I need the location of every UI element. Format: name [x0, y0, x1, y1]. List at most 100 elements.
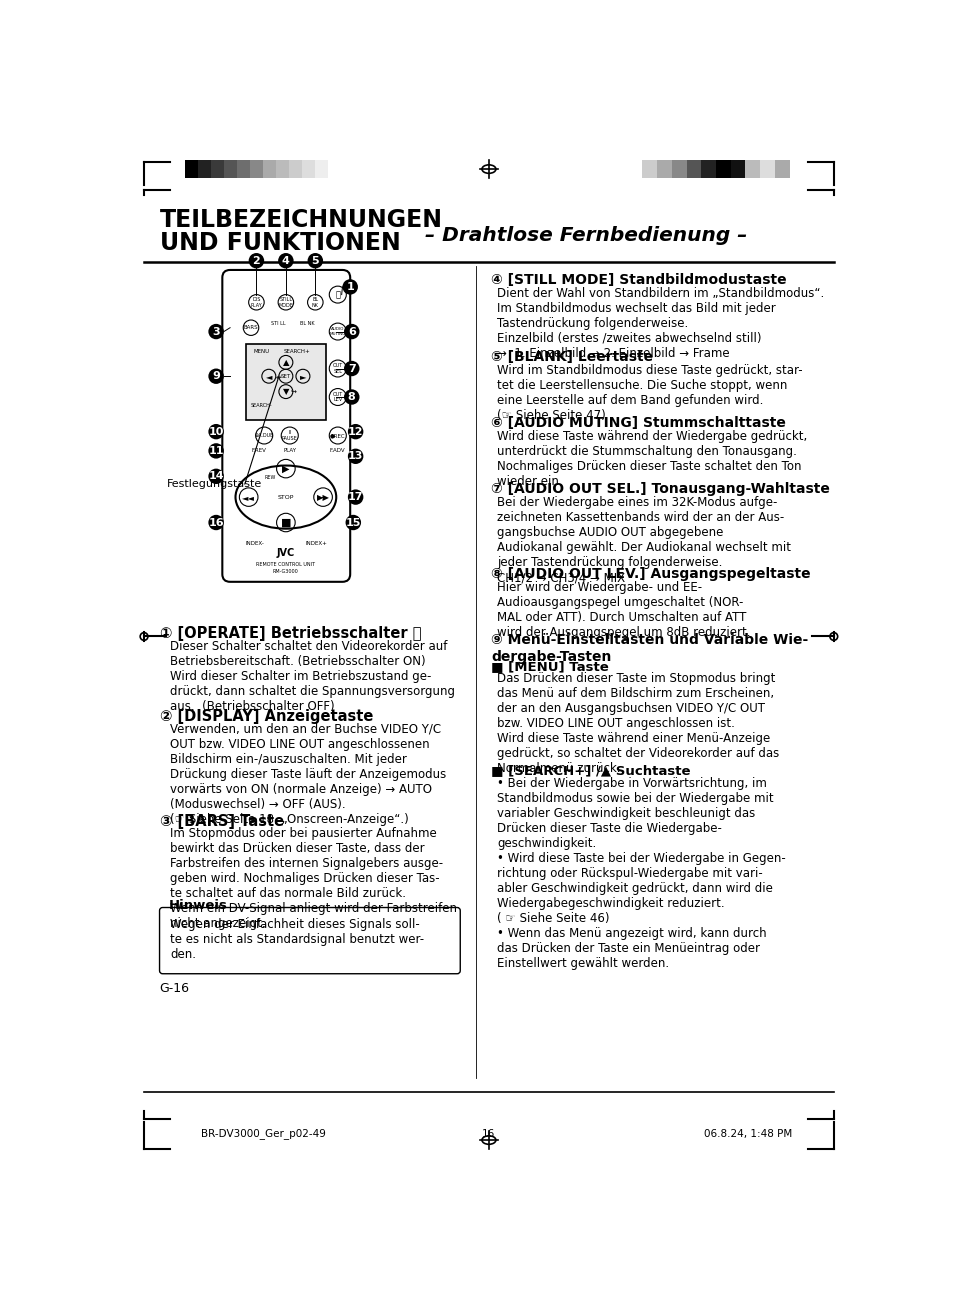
- Text: 2: 2: [253, 256, 260, 265]
- Text: G-16: G-16: [159, 983, 190, 996]
- Bar: [302, 160, 315, 178]
- Text: Wird diese Taste während der Wiedergabe gedrückt,
unterdrückt die Stummschaltung: Wird diese Taste während der Wiedergabe …: [497, 430, 807, 488]
- Text: ↩: ↩: [274, 374, 281, 381]
- Text: ⑤ [BLANK] Leertaste: ⑤ [BLANK] Leertaste: [491, 350, 653, 364]
- Text: Dient der Wahl von Standbildern im „Standbildmodus“.
Im Standbildmodus wechselt : Dient der Wahl von Standbildern im „Stan…: [497, 287, 823, 360]
- FancyBboxPatch shape: [245, 344, 326, 420]
- Text: ■: ■: [280, 517, 291, 528]
- Circle shape: [249, 254, 264, 268]
- Circle shape: [348, 424, 363, 439]
- Circle shape: [208, 468, 224, 484]
- Circle shape: [348, 448, 363, 464]
- Bar: [730, 160, 744, 178]
- Text: ▼: ▼: [282, 387, 289, 396]
- Text: ◄◄: ◄◄: [242, 493, 254, 502]
- Bar: [263, 160, 276, 178]
- Bar: [774, 160, 789, 178]
- Text: F.REV: F.REV: [251, 448, 266, 454]
- Text: 5: 5: [312, 256, 319, 265]
- Text: UND FUNKTIONEN: UND FUNKTIONEN: [159, 230, 400, 255]
- Circle shape: [344, 361, 359, 376]
- Text: Festlegungstaste: Festlegungstaste: [167, 478, 262, 489]
- Text: ◄: ◄: [265, 372, 272, 381]
- Text: STILL
MODE: STILL MODE: [278, 296, 293, 308]
- Circle shape: [342, 280, 357, 295]
- Text: INDEX+: INDEX+: [306, 541, 328, 546]
- Circle shape: [208, 324, 224, 339]
- Bar: [700, 160, 716, 178]
- Text: 13: 13: [348, 451, 363, 462]
- Text: 4: 4: [282, 256, 290, 265]
- Bar: [185, 160, 198, 178]
- Text: II
PAUSE: II PAUSE: [281, 430, 297, 441]
- Text: SET: SET: [280, 373, 291, 378]
- Text: BR-DV3000_Ger_p02-49: BR-DV3000_Ger_p02-49: [200, 1128, 325, 1139]
- Circle shape: [278, 254, 294, 268]
- Text: Wird im Standbildmodus diese Taste gedrückt, star-
tet die Leerstellensuche. Die: Wird im Standbildmodus diese Taste gedrü…: [497, 364, 802, 423]
- Text: ⑥ [AUDIO MUTING] Stummschalttaste: ⑥ [AUDIO MUTING] Stummschalttaste: [491, 416, 785, 430]
- Text: Dieser Schalter schaltet den Videorekorder auf
Betriebsbereitschaft. (Betriebssc: Dieser Schalter schaltet den Videorekord…: [171, 640, 455, 712]
- Text: ▲: ▲: [282, 358, 289, 367]
- Text: 06.8.24, 1:48 PM: 06.8.24, 1:48 PM: [703, 1128, 792, 1139]
- Text: PLAY: PLAY: [283, 448, 296, 454]
- Bar: [289, 160, 302, 178]
- Text: 8: 8: [348, 393, 355, 402]
- Bar: [686, 160, 700, 178]
- Text: MENU: MENU: [253, 350, 269, 355]
- Text: Verwenden, um den an der Buchse VIDEO Y/C
OUT bzw. VIDEO LINE OUT angeschlossene: Verwenden, um den an der Buchse VIDEO Y/…: [171, 723, 446, 826]
- Bar: [250, 160, 263, 178]
- Text: 1: 1: [346, 282, 354, 293]
- Bar: [671, 160, 686, 178]
- Bar: [657, 160, 671, 178]
- Text: 16: 16: [208, 517, 224, 528]
- Text: ② [DISPLAY] Anzeigetaste: ② [DISPLAY] Anzeigetaste: [159, 708, 373, 724]
- Text: BARS: BARS: [243, 325, 258, 330]
- Text: INDEX-: INDEX-: [245, 541, 264, 546]
- Text: ⏻: ⏻: [335, 290, 340, 299]
- Text: Das Drücken dieser Taste im Stopmodus bringt
das Menü auf dem Bildschirm zum Ers: Das Drücken dieser Taste im Stopmodus br…: [497, 672, 779, 775]
- Circle shape: [208, 515, 224, 530]
- Bar: [641, 160, 657, 178]
- Text: ►: ►: [299, 372, 306, 381]
- Text: STOP: STOP: [277, 494, 294, 499]
- Text: ▶: ▶: [282, 464, 290, 473]
- Text: REW: REW: [264, 476, 275, 481]
- Text: DIS
PLAY: DIS PLAY: [251, 296, 262, 308]
- Text: BL
NK: BL NK: [312, 296, 318, 308]
- Text: F.ADV: F.ADV: [330, 448, 345, 454]
- Circle shape: [345, 515, 360, 530]
- Bar: [237, 160, 250, 178]
- Text: 6: 6: [348, 326, 355, 337]
- Text: ↪: ↪: [291, 389, 296, 395]
- Text: BL NK: BL NK: [300, 321, 314, 326]
- Text: ■ [SEARCH+] /▲ Suchtaste: ■ [SEARCH+] /▲ Suchtaste: [491, 764, 690, 777]
- Text: Wegen der Einfachheit dieses Signals soll-
te es nicht als Standardsignal benutz: Wegen der Einfachheit dieses Signals sol…: [171, 918, 424, 961]
- Text: OUT
LEV: OUT LEV: [333, 391, 342, 403]
- Text: ⑨ Menü-Einstelltasten und Variable Wie-
dergabe-Tasten: ⑨ Menü-Einstelltasten und Variable Wie- …: [491, 633, 807, 663]
- Text: Bei der Wiedergabe eines im 32K-Modus aufge-
zeichneten Kassettenbands wird der : Bei der Wiedergabe eines im 32K-Modus au…: [497, 497, 791, 584]
- Circle shape: [344, 324, 359, 339]
- Circle shape: [208, 443, 224, 459]
- Bar: [716, 160, 730, 178]
- Text: 16: 16: [482, 1128, 495, 1139]
- FancyBboxPatch shape: [159, 907, 459, 974]
- Text: ⑧ [AUDIO OUT LEV.] Ausgangspegeltaste: ⑧ [AUDIO OUT LEV.] Ausgangspegeltaste: [491, 567, 810, 581]
- Text: ●REC: ●REC: [330, 433, 345, 438]
- Text: 3: 3: [213, 326, 220, 337]
- Text: TEILBEZEICHNUNGEN: TEILBEZEICHNUNGEN: [159, 208, 442, 233]
- Text: ⊕A.DUB: ⊕A.DUB: [254, 433, 274, 438]
- Text: 11: 11: [208, 446, 224, 456]
- Bar: [744, 160, 760, 178]
- Text: Im Stopmodus oder bei pausierter Aufnahme
bewirkt das Drücken dieser Taste, dass: Im Stopmodus oder bei pausierter Aufnahm…: [171, 827, 456, 931]
- Bar: [760, 160, 774, 178]
- Circle shape: [348, 489, 363, 504]
- Circle shape: [344, 389, 359, 404]
- Text: ④ [STILL MODE] Standbildmodustaste: ④ [STILL MODE] Standbildmodustaste: [491, 273, 786, 287]
- Text: 10: 10: [208, 426, 224, 437]
- Text: SEARCH-: SEARCH-: [250, 403, 272, 408]
- Text: ■ [MENU] Taste: ■ [MENU] Taste: [491, 659, 608, 672]
- Text: 9: 9: [212, 372, 220, 381]
- Text: REMOTE CONTROL UNIT: REMOTE CONTROL UNIT: [256, 562, 315, 567]
- Text: AUDIO
MUTING: AUDIO MUTING: [330, 328, 346, 335]
- Text: ① [OPERATE] Betriebsschalter ⏻: ① [OPERATE] Betriebsschalter ⏻: [159, 625, 420, 641]
